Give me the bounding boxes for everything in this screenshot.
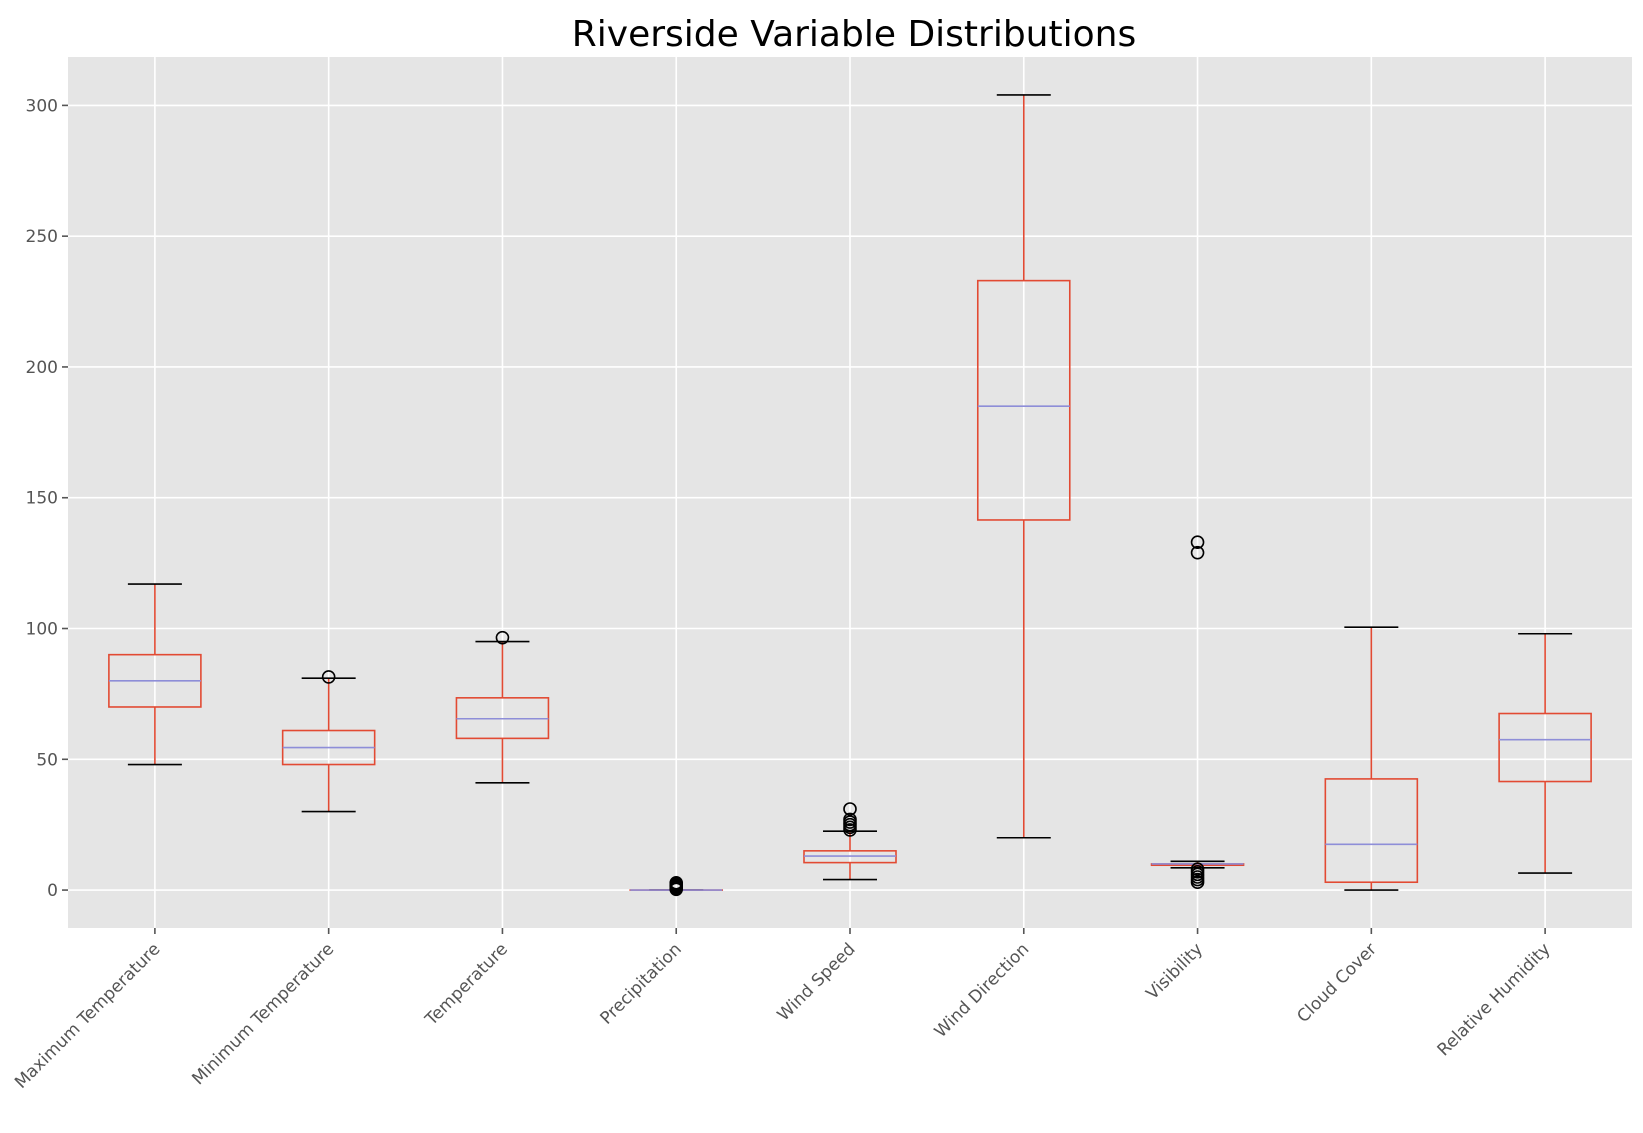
box-rect	[1498, 712, 1592, 783]
x-tick-label: Minimum Temperature	[188, 939, 338, 1089]
y-tick-label: 250	[26, 227, 58, 247]
box-visibility	[1150, 535, 1245, 890]
box-minimum-temperature	[281, 670, 376, 813]
x-tick-label: Cloud Cover	[1293, 939, 1381, 1027]
x-tick-label: Precipitation	[596, 939, 685, 1028]
y-tick-label: 300	[26, 96, 58, 116]
outlier-point	[495, 630, 510, 645]
box-relative-humidity	[1498, 632, 1592, 874]
x-tick-label: Relative Humidity	[1434, 939, 1555, 1060]
chart-title: Riverside Variable Distributions	[572, 14, 1136, 55]
y-tick-label: 0	[47, 881, 58, 901]
outlier-point	[843, 802, 857, 816]
grid-lines	[68, 57, 1632, 928]
y-axis: 0 50 100 150 200 250 300	[26, 96, 68, 901]
box-temperature	[455, 630, 550, 784]
x-tick-label: Temperature	[421, 939, 512, 1030]
x-axis: Maximum Temperature Minimum Temperature Te…	[11, 928, 1555, 1093]
y-tick-label: 50	[36, 750, 58, 770]
boxes	[108, 94, 1592, 897]
outlier-point	[843, 812, 857, 827]
box-rect	[1324, 778, 1419, 884]
x-tick-label: Visibility	[1143, 939, 1208, 1004]
outlier-point	[321, 670, 336, 684]
x-tick-label: Maximum Temperature	[11, 939, 164, 1092]
box-wind-speed	[803, 802, 897, 881]
box-rect	[976, 279, 1071, 521]
outlier-point	[1190, 862, 1205, 876]
outlier-point	[1190, 545, 1205, 560]
x-tick-label: Wind Direction	[931, 939, 1033, 1041]
box-wind-direction	[976, 94, 1071, 839]
outlier-point	[1190, 535, 1205, 549]
box-cloud-cover	[1324, 626, 1419, 891]
y-tick-label: 150	[26, 489, 58, 509]
box-precipitation	[629, 875, 724, 897]
box-maximum-temperature	[108, 583, 202, 766]
y-tick-label: 200	[26, 358, 58, 378]
x-tick-label: Wind Speed	[774, 939, 860, 1025]
outlier-point	[669, 875, 684, 890]
y-tick-label: 100	[26, 620, 58, 640]
